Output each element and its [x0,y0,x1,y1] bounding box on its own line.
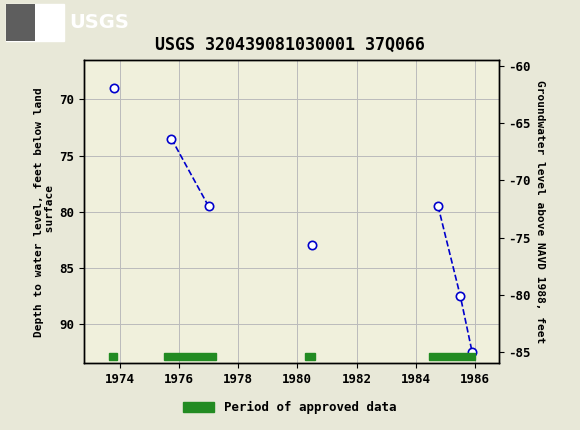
Bar [6,3,35,41]
Y-axis label: Groundwater level above NAVD 1988, feet: Groundwater level above NAVD 1988, feet [535,80,545,344]
Text: USGS 320439081030001 37Q066: USGS 320439081030001 37Q066 [155,36,425,54]
Text: USGS: USGS [70,13,129,32]
Bar [304,353,315,360]
Y-axis label: Depth to water level, feet below land
 surface: Depth to water level, feet below land su… [34,87,55,337]
Bar [164,353,216,360]
Bar [429,353,475,360]
Bar [109,353,117,360]
Legend: Period of approved data: Period of approved data [178,396,402,419]
Bar [6,3,64,41]
